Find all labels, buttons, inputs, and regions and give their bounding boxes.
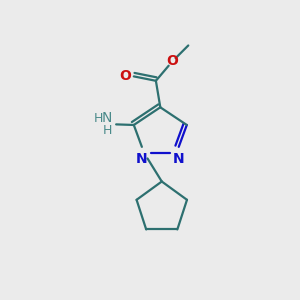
Text: N: N: [102, 112, 112, 125]
Text: H: H: [103, 124, 112, 137]
Text: N: N: [173, 152, 185, 166]
Text: O: O: [120, 69, 131, 83]
Text: N: N: [136, 152, 148, 166]
Text: H: H: [94, 112, 103, 125]
Text: O: O: [167, 54, 178, 68]
